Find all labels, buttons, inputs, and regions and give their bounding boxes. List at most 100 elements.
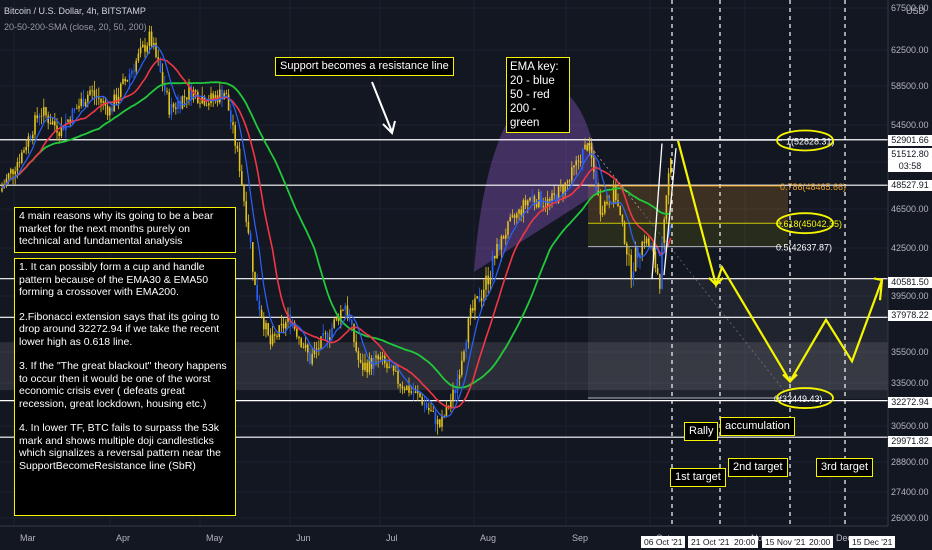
candle-body (27, 136, 30, 147)
candle-body (524, 200, 527, 206)
candle-body (366, 362, 368, 373)
fib-label-2: 0.618(45042.35) (776, 219, 842, 229)
date-tag-2000-a: 20:00 (731, 536, 759, 548)
x-tick-May: May (206, 533, 224, 543)
y-tick-42500.00: 42500.00 (891, 243, 929, 253)
candle-body (29, 136, 32, 139)
candle-body (111, 107, 113, 112)
candle-body (324, 333, 327, 334)
candle-body (562, 185, 564, 195)
candle-body (397, 371, 399, 384)
candle-body (225, 93, 228, 95)
candle-body (219, 89, 221, 103)
candle-body (403, 388, 406, 391)
candle-body (507, 221, 509, 235)
rally-tag: Rally (684, 422, 719, 441)
candle-body (122, 78, 124, 84)
y-tick-46500.00: 46500.00 (891, 204, 929, 214)
candle-body (522, 200, 525, 215)
candle-body (628, 254, 630, 256)
x-tick-Jul: Jul (386, 533, 398, 543)
candle-body (267, 323, 269, 336)
candle-body (388, 366, 390, 369)
candle-body (527, 200, 529, 206)
x-tick-Aug: Aug (480, 533, 496, 543)
candle-body (133, 70, 135, 72)
candle-body (320, 336, 322, 349)
candle-body (377, 355, 379, 360)
candle-body (164, 83, 166, 91)
candle-body (557, 186, 560, 203)
candle-body (1, 188, 3, 192)
arrowhead (708, 277, 724, 287)
candle-body (331, 327, 333, 338)
candle-body (588, 142, 591, 151)
candle-body (610, 203, 613, 205)
candle-body (434, 411, 437, 425)
candle-body (315, 348, 318, 350)
candle-body (194, 90, 197, 92)
candle-body (260, 309, 263, 318)
candle-body (419, 393, 421, 398)
candle-body (417, 391, 419, 394)
candle-body (329, 337, 331, 341)
candle-body (300, 338, 302, 348)
candle-body (659, 273, 661, 289)
ema-key-blue: 20 - blue (510, 75, 555, 87)
price-tag-32272: 32272.94 (888, 397, 932, 408)
candle-body (469, 308, 472, 319)
candle-body (89, 90, 91, 95)
ema-key-box: EMA key: 20 - blue 50 - red 200 - green (506, 57, 570, 133)
candle-body (511, 215, 514, 218)
candle-body (450, 400, 452, 408)
candle-body (560, 185, 562, 187)
y-tick-27400.00: 27400.00 (891, 487, 929, 497)
date-tag-15nov: 15 Nov '21 (762, 536, 809, 548)
candle-body (623, 221, 626, 244)
candle-body (252, 242, 254, 272)
candle-body (276, 335, 278, 337)
accumulation-tag: accumulation (720, 417, 795, 436)
candle-body (474, 298, 476, 311)
candle-body (318, 348, 320, 350)
candle-body (326, 333, 329, 341)
support-note-arrow (371, 81, 393, 133)
candle-body (553, 193, 555, 195)
candle-body (285, 321, 287, 329)
date-tag-06oct: 06 Oct '21 (641, 536, 686, 548)
candle-body (645, 238, 648, 244)
candle-body (648, 238, 650, 246)
reason-1: 1. It can possibly form a cup and handle… (19, 261, 209, 298)
candle-body (45, 107, 47, 116)
candle-body (245, 201, 247, 222)
candle-body (128, 73, 131, 80)
candle-body (192, 90, 195, 100)
candle-body (353, 324, 355, 343)
candle-body (322, 333, 324, 337)
candle-body (170, 103, 173, 115)
candle-body (157, 57, 159, 61)
candle-body (436, 419, 439, 425)
candle-body (25, 146, 27, 151)
candle-body (76, 108, 78, 110)
candle-body (238, 148, 241, 172)
candle-body (309, 352, 311, 364)
candle-body (621, 215, 624, 222)
reason-4: 4. In lower TF, BTC fails to surpass the… (19, 422, 221, 472)
candle-body (595, 171, 597, 191)
candle-body (458, 374, 461, 379)
candle-body (247, 221, 250, 233)
candle-body (304, 344, 307, 348)
candle-body (641, 241, 643, 255)
candle-body (298, 336, 300, 339)
fib-label-0: 1(52828.31) (786, 136, 835, 146)
candle-body (7, 173, 10, 179)
candle-body (269, 335, 272, 345)
candle-body (58, 132, 60, 137)
candle-body (302, 347, 305, 348)
candle-body (280, 323, 283, 326)
candle-body (159, 60, 162, 73)
candle-body (452, 390, 454, 401)
candle-body (254, 271, 256, 286)
candle-body (150, 31, 153, 47)
